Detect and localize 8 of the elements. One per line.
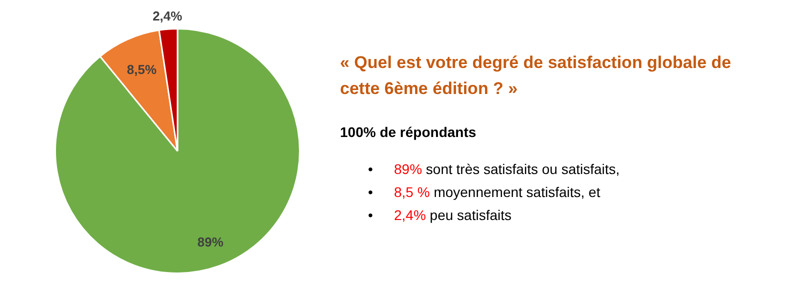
text: • 2,4% peu satisfaits (368, 207, 512, 223)
text: « Quel est votre degré de satisfaction globale de cette 6ème édition ? » (340, 52, 732, 100)
text: 100% de répondants (340, 124, 478, 140)
text: • 8,5 % moyennement satisfaits, et (368, 184, 600, 200)
data-label: 8,5% (126, 62, 157, 78)
data-label: 89% (197, 234, 224, 250)
text: • 89% sont très satisfaits ou satisfaits, (368, 161, 620, 177)
data-label: 2,4% (152, 8, 183, 24)
